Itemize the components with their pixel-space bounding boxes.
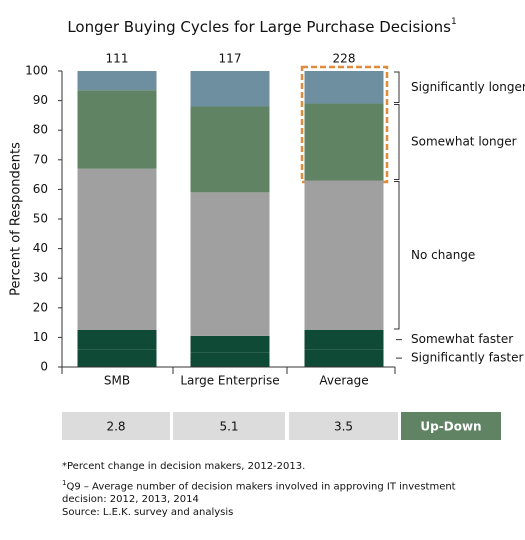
change-cell [173, 412, 285, 440]
legend-label: Significantly faster [411, 351, 523, 365]
y-tick-label: 100 [25, 64, 48, 78]
change-label: Up-Down [420, 420, 481, 434]
footnote: 1Q9 – Average number of decision makers … [62, 477, 502, 506]
bar-segment [77, 168, 157, 330]
footnote-text: Q9 – Average number of decision makers i… [62, 481, 456, 506]
y-tick-label: 20 [33, 300, 48, 314]
legend-bracket [394, 104, 400, 181]
bar-segment [77, 330, 157, 350]
y-tick-label: 80 [33, 123, 48, 137]
bar-segment [190, 192, 270, 336]
change-value: 3.5 [334, 420, 353, 434]
bar-segment [190, 106, 270, 193]
chart: Longer Buying Cycles for Large Purchase … [9, 17, 525, 440]
legend-label: Significantly longer [411, 80, 525, 94]
bar-segment [304, 349, 384, 367]
y-tick-label: 60 [33, 182, 48, 196]
y-tick-label: 40 [33, 241, 48, 255]
legend-label: No change [411, 248, 475, 262]
bar-segment [190, 335, 270, 353]
legend-label: Somewhat longer [411, 135, 517, 149]
y-axis-title: Percent of Respondents [9, 142, 24, 296]
bar-segment [77, 349, 157, 367]
footnote: *Percent change in decision makers, 2012… [62, 461, 306, 472]
y-tick-label: 70 [33, 152, 48, 166]
total-label: 117 [219, 52, 242, 66]
change-value: 5.1 [219, 420, 238, 434]
bar-segment [77, 90, 157, 169]
bar-segment [304, 330, 384, 350]
y-tick-label: 30 [33, 271, 48, 285]
legend-label: Somewhat faster [411, 332, 513, 346]
bar-segment [304, 103, 384, 181]
x-tick-label: Average [319, 374, 368, 388]
change-cell [62, 412, 170, 440]
change-value: 2.8 [106, 420, 125, 434]
bar-segment [304, 180, 384, 330]
y-tick-label: 0 [40, 360, 48, 374]
change-cell [289, 412, 398, 440]
y-tick-label: 50 [33, 212, 48, 226]
bar-segment [190, 352, 270, 367]
x-tick-label: Large Enterprise [180, 374, 279, 388]
total-label: 228 [333, 52, 356, 66]
x-tick-label: SMB [104, 374, 130, 388]
legend-bracket [394, 71, 400, 104]
bar-segment [77, 71, 157, 91]
chart-title: Longer Buying Cycles for Large Purchase … [67, 17, 456, 36]
total-label: 111 [106, 52, 129, 66]
y-tick-label: 10 [33, 330, 48, 344]
title-superscript: 1 [451, 17, 457, 27]
y-tick-label: 90 [33, 93, 48, 107]
legend-bracket [394, 181, 400, 330]
footnote: Source: L.E.K. survey and analysis [62, 507, 234, 518]
footnote-marker: 1 [62, 479, 67, 487]
change-label-cell [401, 412, 501, 440]
bar-segment [190, 71, 270, 107]
bar-segment [304, 71, 384, 104]
highlight-box [300, 65, 389, 184]
title-text: Longer Buying Cycles for Large Purchase … [67, 18, 451, 36]
